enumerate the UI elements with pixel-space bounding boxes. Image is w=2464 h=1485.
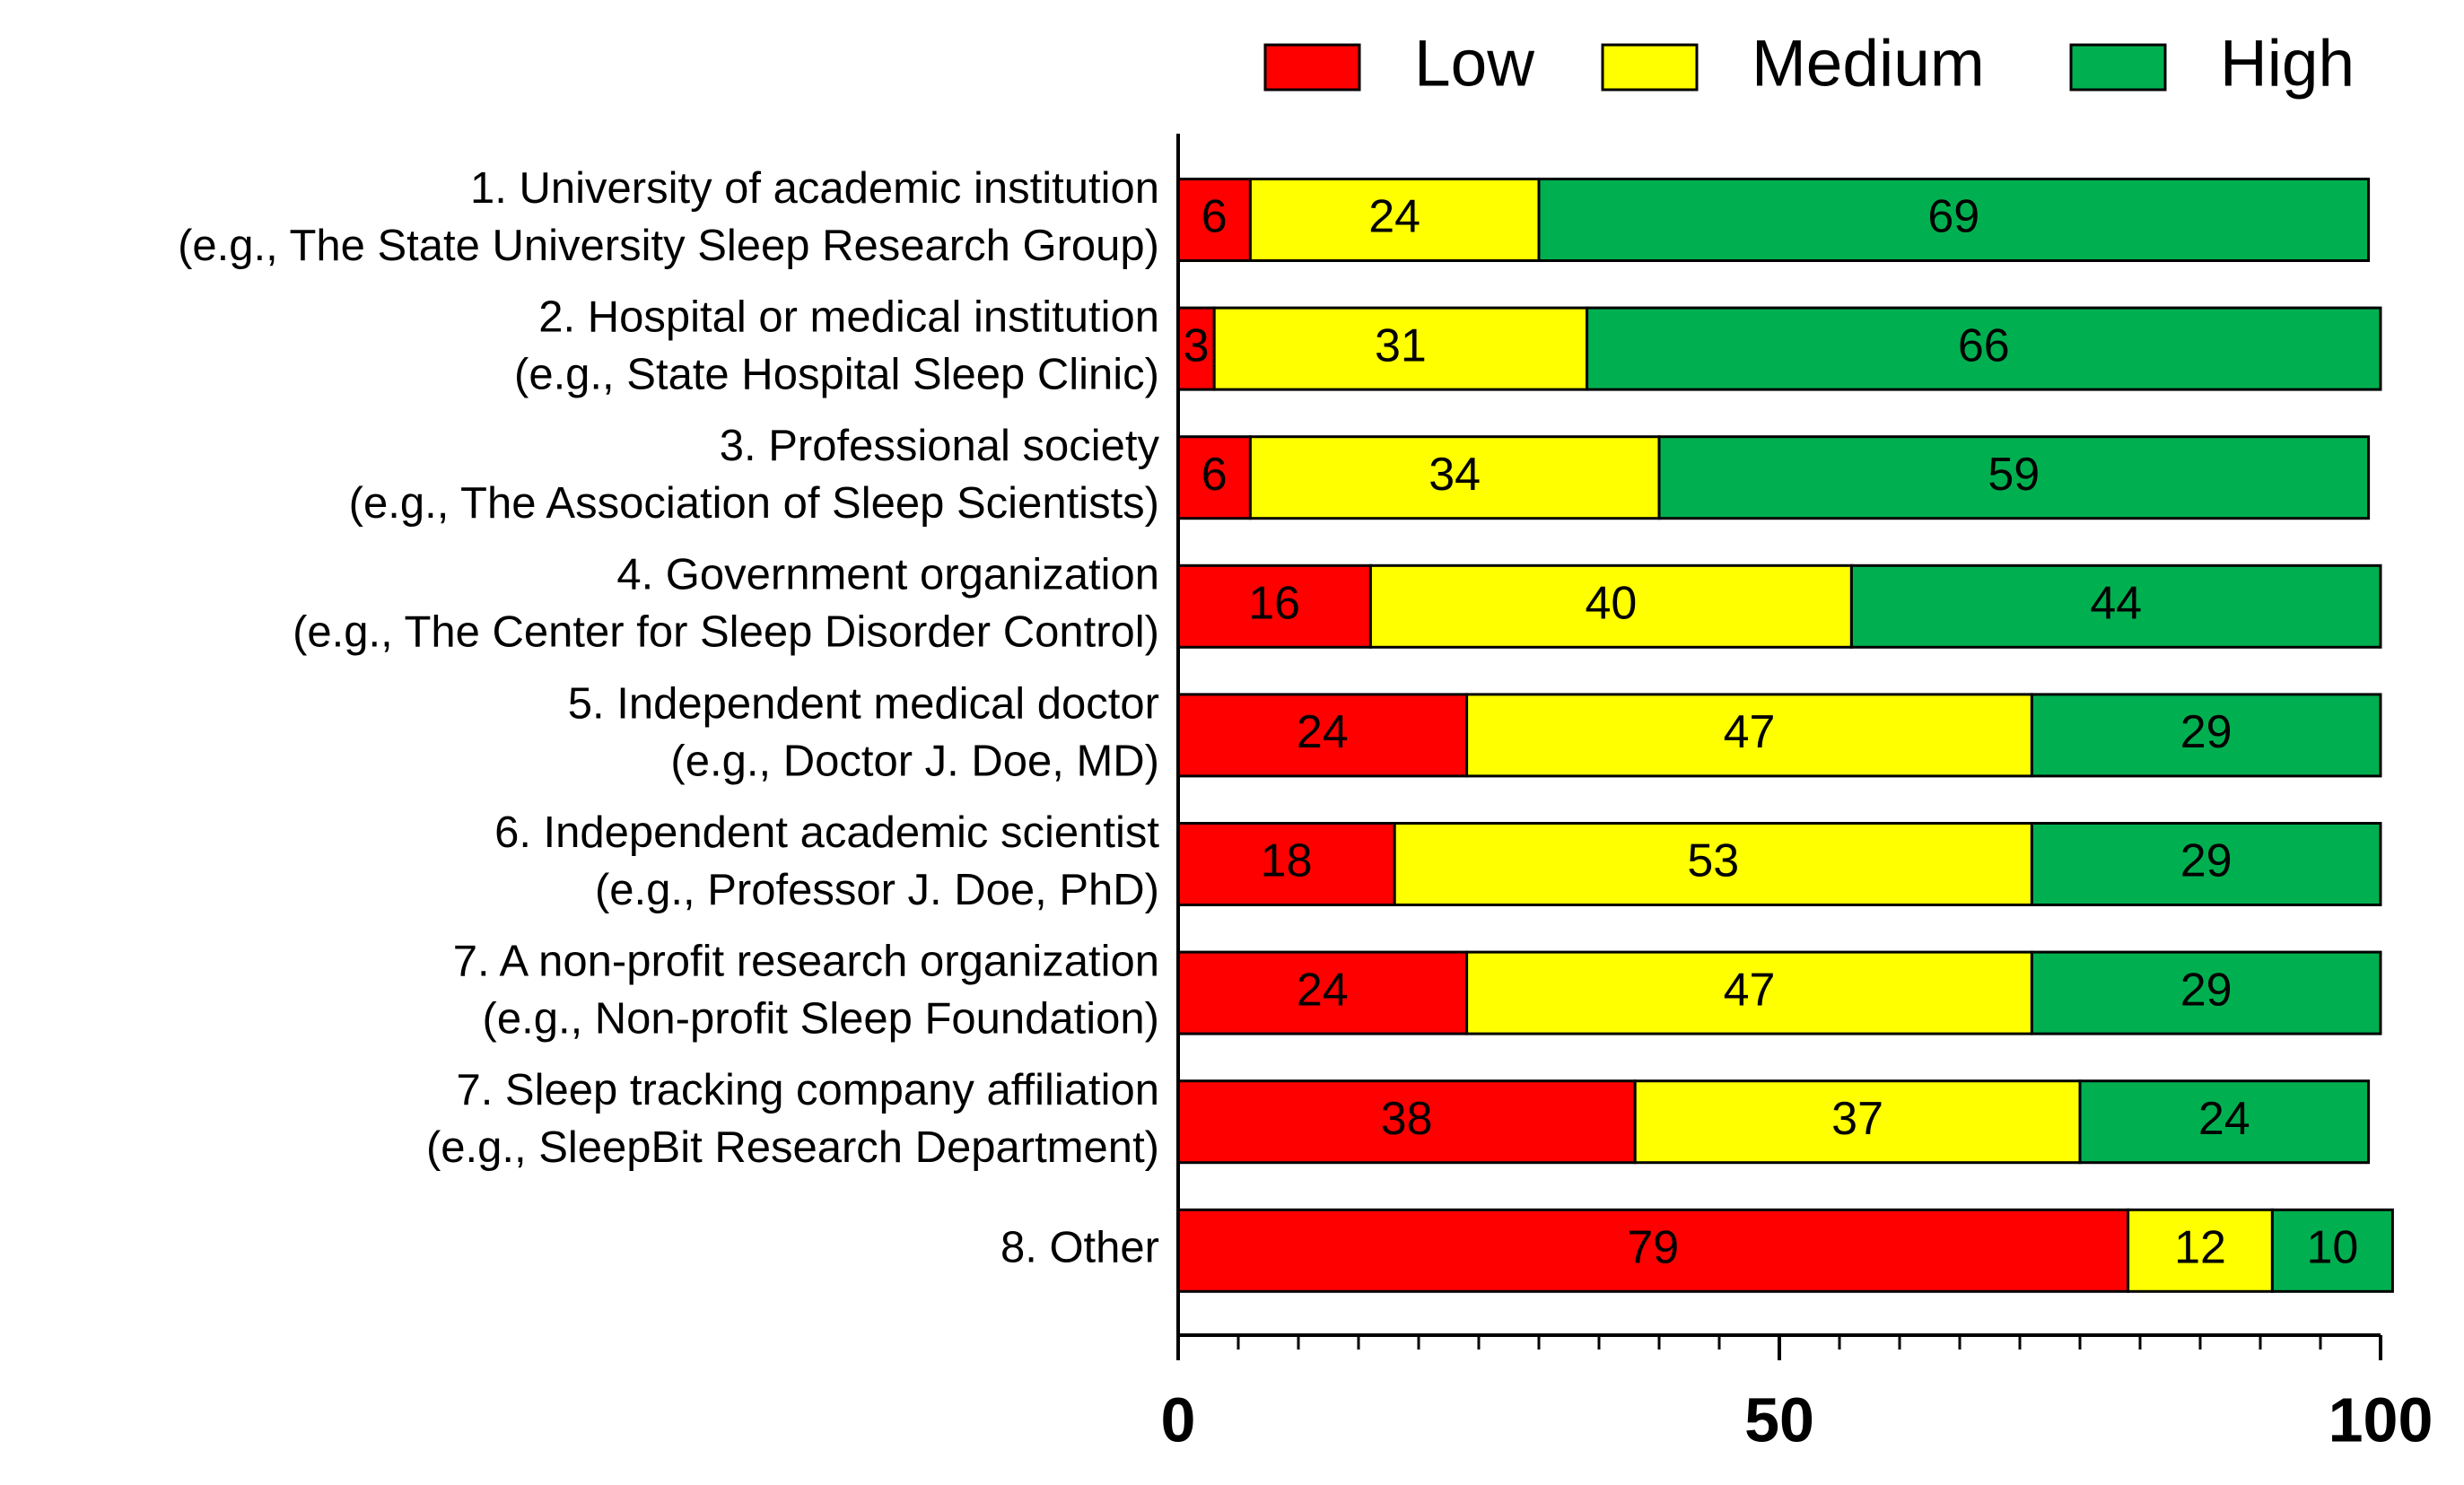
bar-segment [1465, 950, 2033, 1035]
category-label: 6. Independent academic scientist [494, 808, 1159, 857]
category-label: (e.g., Doctor J. Doe, MD) [670, 737, 1159, 785]
bar-segment [2078, 1079, 2371, 1165]
legend-label: High [2220, 27, 2355, 100]
data-label: 29 [2180, 706, 2232, 758]
data-label: 47 [1724, 706, 1776, 758]
category-label: (e.g., Professor J. Doe, PhD) [595, 866, 1159, 914]
data-label: 69 [1927, 191, 1979, 243]
data-label: 3 [1184, 319, 1210, 371]
category-label: (e.g., Non-profit Sleep Foundation) [483, 995, 1159, 1044]
category-label: 5. Independent medical doctor [568, 679, 1159, 728]
data-label: 31 [1375, 319, 1427, 371]
category-label: 7. A non-profit research organization [453, 938, 1159, 986]
data-label: 24 [1297, 964, 1349, 1016]
legend-swatch [1263, 43, 1361, 92]
x-tick-label: 0 [1161, 1385, 1196, 1454]
data-label: 44 [2090, 578, 2142, 630]
category-label: (e.g., The Center for Sleep Disorder Con… [293, 608, 1159, 657]
category-label: (e.g., SleepBit Research Department) [426, 1123, 1159, 1172]
bar-segment [2030, 822, 2382, 906]
data-label: 47 [1724, 964, 1776, 1016]
category-label: (e.g., State Hospital Sleep Clinic) [514, 351, 1159, 399]
data-label: 24 [1368, 191, 1420, 243]
data-label: 34 [1429, 449, 1481, 501]
bar-segment [1176, 435, 1252, 520]
bar-segment [1176, 1208, 2130, 1293]
legend-swatch [2069, 43, 2167, 92]
bar-segment [2030, 950, 2382, 1035]
data-label: 24 [2198, 1093, 2250, 1145]
category-label: 8. Other [1000, 1224, 1159, 1272]
bar-segment [1176, 693, 1469, 778]
data-label: 6 [1201, 191, 1228, 243]
data-label: 53 [1687, 835, 1739, 887]
category-label: 4. Government organization [616, 551, 1159, 599]
data-label: 16 [1248, 578, 1300, 630]
bar-segment [2030, 693, 2382, 778]
category-label: (e.g., The Association of Sleep Scientis… [349, 479, 1159, 528]
data-label: 12 [2174, 1222, 2226, 1274]
data-label: 59 [1988, 449, 2040, 501]
data-label: 79 [1627, 1222, 1679, 1274]
bar-segment [2270, 1208, 2394, 1293]
bar-segment [1465, 693, 2033, 778]
data-label: 24 [1297, 706, 1349, 758]
data-label: 38 [1381, 1093, 1433, 1145]
bar-segment [1849, 563, 2382, 649]
legend-swatch [1601, 43, 1699, 92]
bar-segment [1393, 822, 2033, 906]
data-label: 66 [1958, 319, 2010, 371]
bar-segment [1537, 178, 2371, 262]
bar-segment [1633, 1079, 2082, 1165]
x-tick-label: 50 [1744, 1385, 1814, 1454]
data-label: 37 [1831, 1093, 1883, 1145]
data-label: 40 [1585, 578, 1637, 630]
legend-label: Low [1414, 27, 1534, 100]
category-label: 7. Sleep tracking company affiliation [456, 1066, 1159, 1114]
bar-segment [1248, 178, 1541, 262]
data-label: 18 [1261, 835, 1313, 887]
bar-segment [1248, 435, 1661, 520]
bar-segment [1176, 563, 1372, 649]
data-label: 10 [2306, 1222, 2358, 1274]
category-label: 1. University of academic institution [470, 164, 1159, 213]
data-label: 29 [2180, 835, 2232, 887]
data-label: 29 [2180, 964, 2232, 1016]
category-label: 2. Hospital or medical institution [538, 293, 1159, 342]
category-label: (e.g., The State University Sleep Resear… [178, 222, 1159, 270]
bar-segment [1657, 435, 2371, 520]
bar-segment [1212, 306, 1589, 391]
data-label: 6 [1201, 449, 1228, 501]
bar-segment [1176, 950, 1469, 1035]
x-tick-label: 100 [2329, 1385, 2433, 1454]
bar-segment [1176, 1079, 1637, 1165]
category-label: 3. Professional society [720, 422, 1160, 470]
legend-label: Medium [1752, 27, 1985, 100]
bar-segment [1586, 306, 2382, 391]
